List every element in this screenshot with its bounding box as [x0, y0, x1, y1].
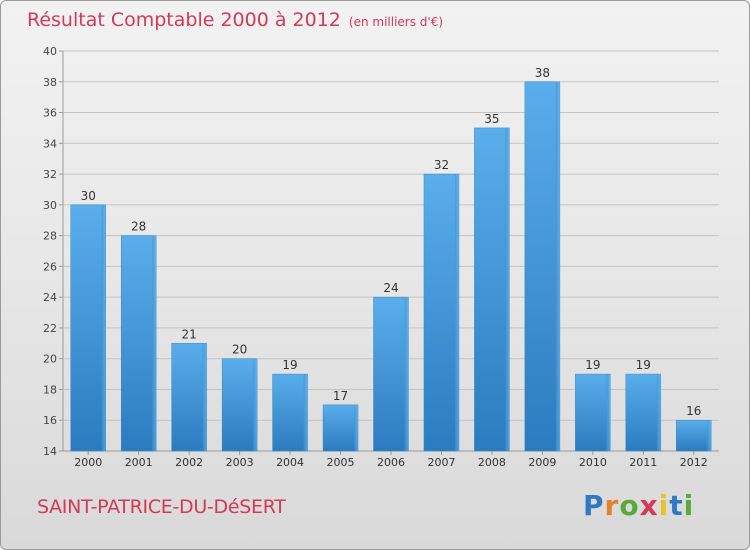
title-text: Résultat Comptable 2000 à 2012	[27, 9, 341, 31]
y-tick-label: 28	[43, 230, 57, 243]
bar-highlight	[152, 235, 157, 451]
bar-highlight	[707, 420, 712, 451]
bar-2006	[373, 296, 409, 452]
x-tick-label: 2005	[327, 456, 355, 469]
bar-highlight	[354, 404, 359, 451]
x-tick-label: 2000	[74, 456, 102, 469]
bar-highlight	[404, 297, 409, 451]
bar-highlight	[606, 374, 611, 451]
bar-2010	[575, 373, 611, 452]
bar-2005	[322, 404, 359, 452]
bar-2007	[423, 173, 460, 452]
bar-2011	[625, 373, 662, 452]
bar-highlight	[303, 374, 308, 451]
bar-value-label: 30	[81, 189, 96, 203]
bar-2012	[676, 419, 712, 452]
bar-highlight	[253, 358, 258, 451]
logo-letter: P	[583, 489, 605, 522]
logo-letter: x	[639, 489, 659, 522]
y-tick-label: 34	[43, 137, 57, 150]
x-tick-label: 2007	[427, 456, 455, 469]
bar-highlight	[202, 343, 207, 451]
y-tick-label: 36	[43, 107, 57, 120]
bar-highlight	[505, 127, 510, 451]
y-tick-label: 16	[43, 414, 57, 427]
bar-highlight	[101, 204, 106, 451]
x-tick-label: 2006	[377, 456, 405, 469]
bar-value-label: 20	[232, 343, 247, 357]
y-tick-label: 14	[43, 445, 57, 458]
bar-highlight	[454, 174, 459, 452]
y-tick-label: 24	[43, 291, 57, 304]
y-tick-label: 38	[43, 76, 57, 89]
x-tick-label: 2012	[680, 456, 708, 469]
bar-value-label: 24	[383, 281, 398, 295]
logo-letter: t	[669, 489, 684, 522]
x-tick-label: 2002	[175, 456, 203, 469]
y-tick-label: 18	[43, 383, 57, 396]
y-tick-label: 40	[43, 45, 57, 58]
bar-2000	[70, 204, 106, 452]
bar-2003	[221, 358, 258, 452]
bar-highlight	[555, 81, 560, 452]
y-tick-label: 20	[43, 353, 57, 366]
bar-2002	[171, 343, 207, 452]
y-tick-label: 26	[43, 260, 57, 273]
x-tick-label: 2003	[226, 456, 254, 469]
x-tick-label: 2010	[579, 456, 607, 469]
commune-name: SAINT-PATRICE-DU-DéSERT	[37, 496, 286, 518]
x-tick-label: 2008	[478, 456, 506, 469]
logo-letter: i	[683, 489, 695, 522]
bar-value-label: 21	[182, 327, 197, 341]
bar-value-label: 28	[131, 220, 146, 234]
bar-value-label: 17	[333, 389, 348, 403]
proxiti-logo: Proxiti	[583, 489, 694, 522]
logo-letter: o	[619, 489, 640, 522]
bar-value-label: 16	[686, 404, 701, 418]
bar-2008	[474, 127, 510, 452]
y-tick-label: 32	[43, 168, 57, 181]
y-tick-label: 22	[43, 322, 57, 335]
x-tick-label: 2011	[629, 456, 657, 469]
x-tick-label: 2009	[528, 456, 556, 469]
bar-2001	[120, 235, 157, 452]
logo-letter: i	[658, 489, 670, 522]
bar-value-label: 38	[535, 66, 550, 80]
y-tick-label: 30	[43, 199, 57, 212]
chart-title: Résultat Comptable 2000 à 2012 (en millie…	[27, 9, 443, 31]
x-tick-label: 2001	[125, 456, 153, 469]
bar-value-label: 19	[585, 358, 600, 372]
bar-value-label: 19	[636, 358, 651, 372]
chart-subtitle: (en milliers d'€)	[348, 15, 444, 29]
bar-highlight	[656, 374, 661, 451]
bar-2004	[272, 373, 308, 452]
bar-value-label: 35	[484, 112, 499, 126]
logo-letter: r	[604, 489, 620, 522]
x-tick-label: 2004	[276, 456, 304, 469]
bar-value-label: 19	[282, 358, 297, 372]
bar-2009	[524, 81, 561, 452]
bar-value-label: 32	[434, 158, 449, 172]
